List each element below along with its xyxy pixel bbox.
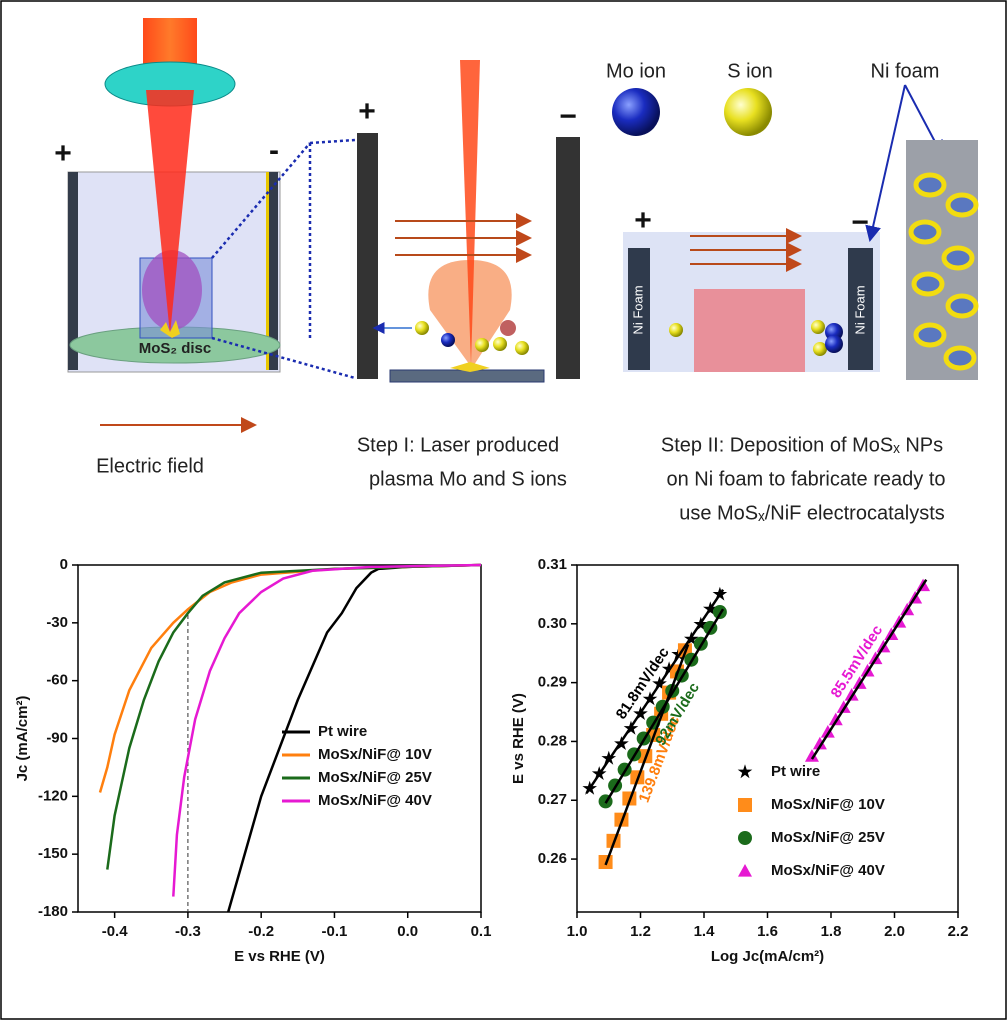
plot-frame — [78, 565, 481, 912]
x-tick-label: -0.2 — [248, 923, 274, 940]
minus-sign: − — [851, 206, 869, 239]
legend-swatch — [738, 798, 752, 812]
fit-line — [812, 580, 926, 759]
y-tick-label: -30 — [46, 614, 68, 631]
x-tick-label: 0.1 — [471, 923, 492, 940]
plasma-cell — [357, 60, 580, 382]
x-tick-label: -0.3 — [175, 923, 201, 940]
plot-frame — [577, 565, 958, 912]
ablation-cell — [68, 18, 280, 372]
s-label: S ion — [727, 60, 773, 82]
figure: + - MoS₂ disc Electric field + − Step I:… — [0, 0, 1007, 1020]
x-tick-label: 0.0 — [397, 923, 418, 940]
field-label: Electric field — [96, 455, 204, 477]
x-tick-label: 1.0 — [567, 923, 588, 940]
x-tick-label: 2.2 — [948, 923, 969, 940]
y-tick-label: 0 — [60, 556, 68, 573]
step-caption: Step II: Deposition of MoSₓ NPs — [661, 434, 943, 456]
legend-label: Pt wire — [771, 763, 820, 780]
foam-label: Ni foam — [871, 60, 940, 82]
x-axis-title: Log Jc(mA/cm²) — [711, 948, 824, 965]
minus-sign: - — [269, 134, 279, 167]
line — [107, 565, 481, 870]
x-tick-label: -0.4 — [102, 923, 129, 940]
step-caption: on Ni foam to fabricate ready to — [666, 468, 945, 490]
y-axis-title: Jc (mA/cm²) — [14, 696, 31, 782]
step-caption: plasma Mo and S ions — [369, 468, 567, 490]
legend-label: Pt wire — [318, 723, 367, 740]
y-tick-label: 0.31 — [538, 556, 567, 573]
step-caption: Step I: Laser produced — [357, 434, 559, 456]
mo-ion — [612, 88, 660, 136]
foam-electrode-label: Ni Foam — [630, 285, 645, 334]
x-tick-label: 1.2 — [630, 923, 651, 940]
y-tick-label: -120 — [38, 787, 68, 804]
x-tick-label: 1.4 — [694, 923, 716, 940]
y-tick-label: -150 — [38, 845, 68, 862]
x-tick-label: 1.6 — [757, 923, 778, 940]
minus-sign: − — [559, 100, 577, 133]
y-tick-label: 0.29 — [538, 674, 567, 691]
plus-sign: + — [634, 204, 652, 237]
y-axis-title: E vs RHE (V) — [510, 693, 527, 784]
foam-electrode-label: Ni Foam — [852, 285, 867, 334]
s-ion — [724, 88, 772, 136]
legend-label: MoSx/NiF@ 25V — [318, 769, 432, 786]
legend-label: MoSx/NiF@ 40V — [318, 792, 432, 809]
y-tick-label: -60 — [46, 672, 68, 689]
x-tick-label: 1.8 — [821, 923, 842, 940]
y-tick-label: 0.26 — [538, 850, 567, 867]
plus-sign: + — [54, 137, 72, 170]
y-tick-label: 0.28 — [538, 732, 567, 749]
step-caption: use MoSₓ/NiF electrocatalysts — [679, 502, 945, 524]
disc-label: MoS₂ disc — [139, 340, 212, 357]
y-tick-label: 0.30 — [538, 615, 567, 632]
legend-label: MoSx/NiF@ 25V — [771, 829, 885, 846]
x-axis-title: E vs RHE (V) — [234, 948, 325, 965]
y-tick-label: -180 — [38, 903, 68, 920]
plus-sign: + — [358, 95, 376, 128]
y-tick-label: 0.27 — [538, 791, 567, 808]
legend-label: MoSx/NiF@ 40V — [771, 862, 885, 879]
legend-swatch — [738, 864, 752, 877]
legend-swatch — [738, 831, 752, 845]
legend-label: MoSx/NiF@ 10V — [771, 796, 885, 813]
legend-label: MoSx/NiF@ 10V — [318, 746, 432, 763]
mo-label: Mo ion — [606, 60, 666, 82]
deposition-cell — [623, 85, 978, 380]
y-tick-label: -90 — [46, 729, 68, 746]
x-tick-label: -0.1 — [322, 923, 348, 940]
legend-swatch — [738, 764, 753, 778]
x-tick-label: 2.0 — [884, 923, 905, 940]
